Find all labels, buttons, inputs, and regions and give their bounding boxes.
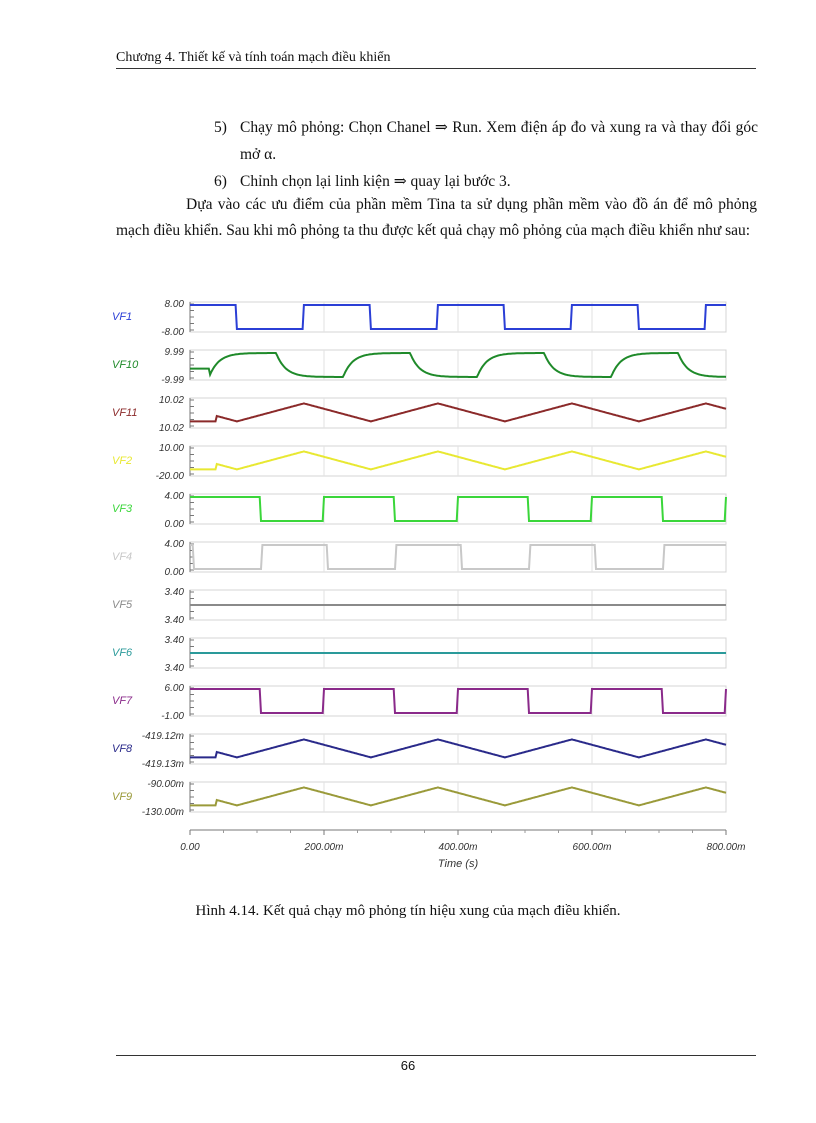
- vf1-trace: [190, 304, 726, 330]
- step-number: 6): [214, 173, 227, 190]
- vf8-tick-top: -419.12m: [142, 731, 184, 742]
- x-axis-label: Time (s): [438, 858, 479, 870]
- vf7-trace: [190, 688, 727, 714]
- x-tick-label: 600.00m: [573, 842, 612, 853]
- vf4-trace: [190, 544, 726, 570]
- vf10-tick-top: 9.99: [165, 347, 185, 358]
- vf11-tick-bottom: 10.02: [159, 423, 184, 434]
- header-divider: [116, 68, 756, 69]
- vf1-tick-top: 8.00: [165, 299, 185, 310]
- vf4-tick-bottom: 0.00: [165, 567, 185, 578]
- vf8-tick-bottom: -419.13m: [142, 759, 184, 770]
- vf4-label: VF4: [112, 551, 132, 563]
- vf3-trace: [190, 496, 727, 522]
- x-tick-label: 800.00m: [707, 842, 746, 853]
- vf6-tick-top: 3.40: [165, 635, 185, 646]
- page-number: 66: [400, 1058, 416, 1073]
- vf8-label: VF8: [112, 743, 133, 755]
- vf11-trace: [190, 402, 727, 423]
- figure-caption: Hình 4.14. Kết quả chạy mô phỏng tín hiệ…: [195, 903, 621, 919]
- vf1-tick-bottom: -8.00: [161, 327, 184, 338]
- vf10-trace: [190, 352, 727, 378]
- vf6-label: VF6: [112, 647, 133, 659]
- footer-divider: [116, 1055, 756, 1056]
- steps-list: 5) Chạy mô phỏng: Chọn Chanel ⇒ Run. Xem…: [214, 114, 758, 195]
- vf8-trace: [190, 738, 727, 759]
- chapter-header: Chương 4. Thiết kế và tính toán mạch điề…: [116, 50, 391, 65]
- vf10-label: VF10: [112, 359, 139, 371]
- x-tick-label: 200.00m: [304, 842, 344, 853]
- vf7-tick-top: 6.00: [165, 683, 185, 694]
- vf2-trace: [190, 450, 727, 471]
- simulation-chart: VF1 8.00 -8.00 VF10 9.99 -9.99 VF11 10.02 10.02 V…: [112, 299, 746, 870]
- vf7-tick-bottom: -1.00: [161, 711, 184, 722]
- vf1-label: VF1: [112, 311, 132, 323]
- vf5-tick-bottom: 3.40: [165, 615, 185, 626]
- x-tick-label: 0.00: [180, 842, 200, 853]
- vf4-tick-top: 4.00: [165, 539, 185, 550]
- step-text: Chạy mô phỏng: Chọn Chanel ⇒ Run. Xem đi…: [240, 119, 758, 163]
- vf2-tick-bottom: -20.00: [156, 471, 185, 482]
- vf3-tick-bottom: 0.00: [165, 519, 185, 530]
- step-number: 5): [214, 119, 227, 136]
- vf2-tick-top: 10.00: [159, 443, 184, 454]
- vf6-tick-bottom: 3.40: [165, 663, 185, 674]
- vf9-tick-bottom: -130.00m: [142, 807, 184, 818]
- vf5-tick-top: 3.40: [165, 587, 185, 598]
- vf11-label: VF11: [112, 407, 137, 419]
- vf2-label: VF2: [112, 455, 132, 467]
- vf9-tick-top: -90.00m: [147, 779, 184, 790]
- vf9-trace: [190, 786, 727, 807]
- step-item-5: 5) Chạy mô phỏng: Chọn Chanel ⇒ Run. Xem…: [214, 114, 758, 168]
- intro-paragraph: Dựa vào các ưu điểm của phần mềm Tina ta…: [116, 196, 757, 239]
- vf5-label: VF5: [112, 599, 133, 611]
- x-tick-label: 400.00m: [439, 842, 478, 853]
- vf11-tick-top: 10.02: [159, 395, 184, 406]
- step-item-6: 6) Chỉnh chọn lại linh kiện ⇒ quay lại b…: [214, 168, 758, 195]
- step-text: Chỉnh chọn lại linh kiện ⇒ quay lại bước…: [240, 173, 511, 190]
- vf9-label: VF9: [112, 791, 132, 803]
- vf10-tick-bottom: -9.99: [161, 375, 184, 386]
- vf7-label: VF7: [112, 695, 133, 707]
- vf3-tick-top: 4.00: [165, 491, 185, 502]
- vf3-label: VF3: [112, 503, 133, 515]
